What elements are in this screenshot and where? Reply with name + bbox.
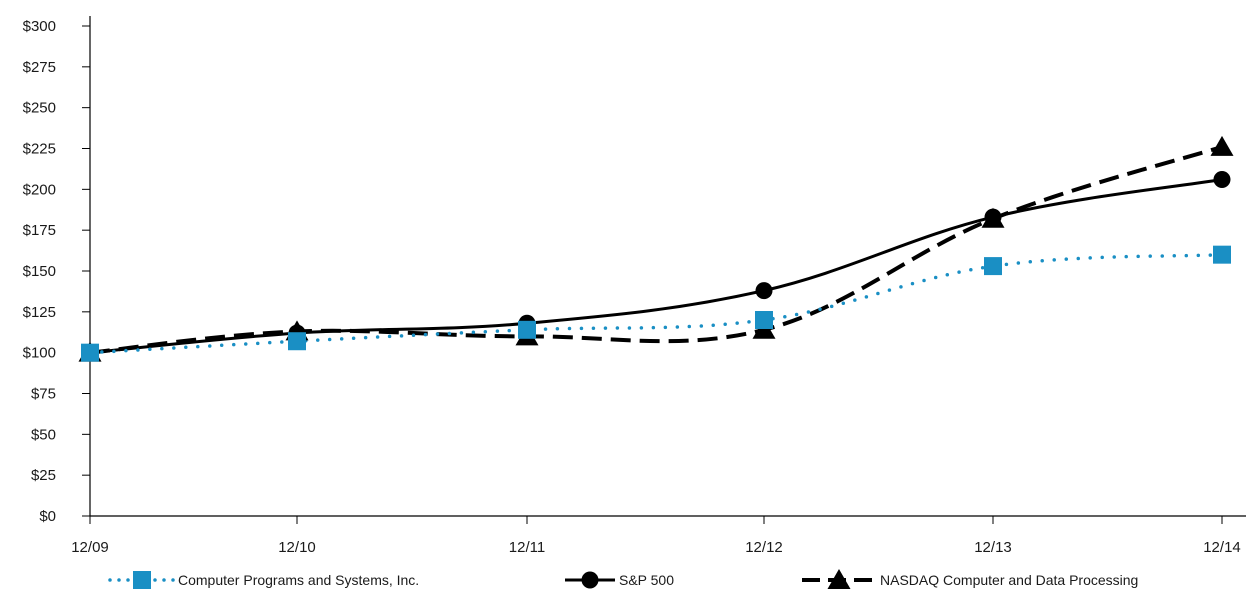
legend-label: Computer Programs and Systems, Inc. — [178, 572, 419, 588]
y-axis-ticks: $0 $25 $50 $75 $100 $125 $150 $175 $200 $225 $250 $… — [23, 18, 90, 525]
x-tick-label: 12/09 — [71, 539, 109, 556]
legend-item: Computer Programs and Systems, Inc. — [108, 571, 419, 589]
y-tick-label: $50 — [31, 426, 56, 443]
y-tick-label: $0 — [39, 508, 56, 525]
legend-marker-square — [133, 571, 151, 589]
x-tick-label: 12/11 — [509, 539, 545, 556]
series-lines — [88, 144, 1224, 355]
legend-label: NASDAQ Computer and Data Processing — [880, 572, 1138, 588]
data-point-circle — [1213, 171, 1231, 189]
legend-marker-circle — [581, 571, 599, 589]
y-tick-label: $300 — [23, 18, 56, 35]
y-tick-label: $275 — [23, 59, 56, 76]
x-tick-label: 12/12 — [745, 539, 783, 556]
x-tick-label: 12/10 — [278, 539, 316, 556]
data-point-square — [288, 332, 306, 351]
data-point-circle — [984, 208, 1002, 226]
y-tick-label: $200 — [23, 181, 56, 198]
data-point-square — [1213, 245, 1231, 264]
data-point-triangle — [1210, 135, 1234, 156]
x-tick-label: 12/14 — [1203, 539, 1241, 556]
series-line-circle — [89, 178, 1223, 355]
series-line-triangle — [89, 144, 1223, 355]
legend-label: S&P 500 — [619, 572, 674, 588]
y-tick-label: $25 — [31, 467, 56, 484]
axes — [89, 16, 1246, 517]
series-markers — [78, 135, 1234, 362]
x-tick-label: 12/13 — [974, 539, 1012, 556]
y-tick-label: $75 — [31, 386, 56, 403]
data-point-square — [518, 320, 536, 339]
legend-marker-triangle — [827, 569, 851, 589]
legend: Computer Programs and Systems, Inc. S&P 5… — [108, 569, 1138, 589]
series-line-square — [88, 252, 1224, 355]
legend-item: NASDAQ Computer and Data Processing — [802, 569, 1138, 589]
y-tick-label: $175 — [23, 222, 56, 239]
x-axis-ticks: 12/09 12/10 12/11 12/12 12/13 12/14 — [71, 516, 1241, 556]
y-tick-label: $100 — [23, 345, 56, 362]
data-point-square — [81, 343, 99, 362]
data-point-square — [755, 311, 773, 329]
y-tick-label: $250 — [23, 100, 56, 117]
data-point-circle — [755, 282, 773, 300]
legend-item: S&P 500 — [565, 571, 674, 589]
data-point-square — [984, 257, 1002, 276]
y-tick-label: $150 — [23, 263, 56, 280]
y-tick-label: $225 — [23, 141, 56, 158]
y-tick-label: $125 — [23, 304, 56, 321]
